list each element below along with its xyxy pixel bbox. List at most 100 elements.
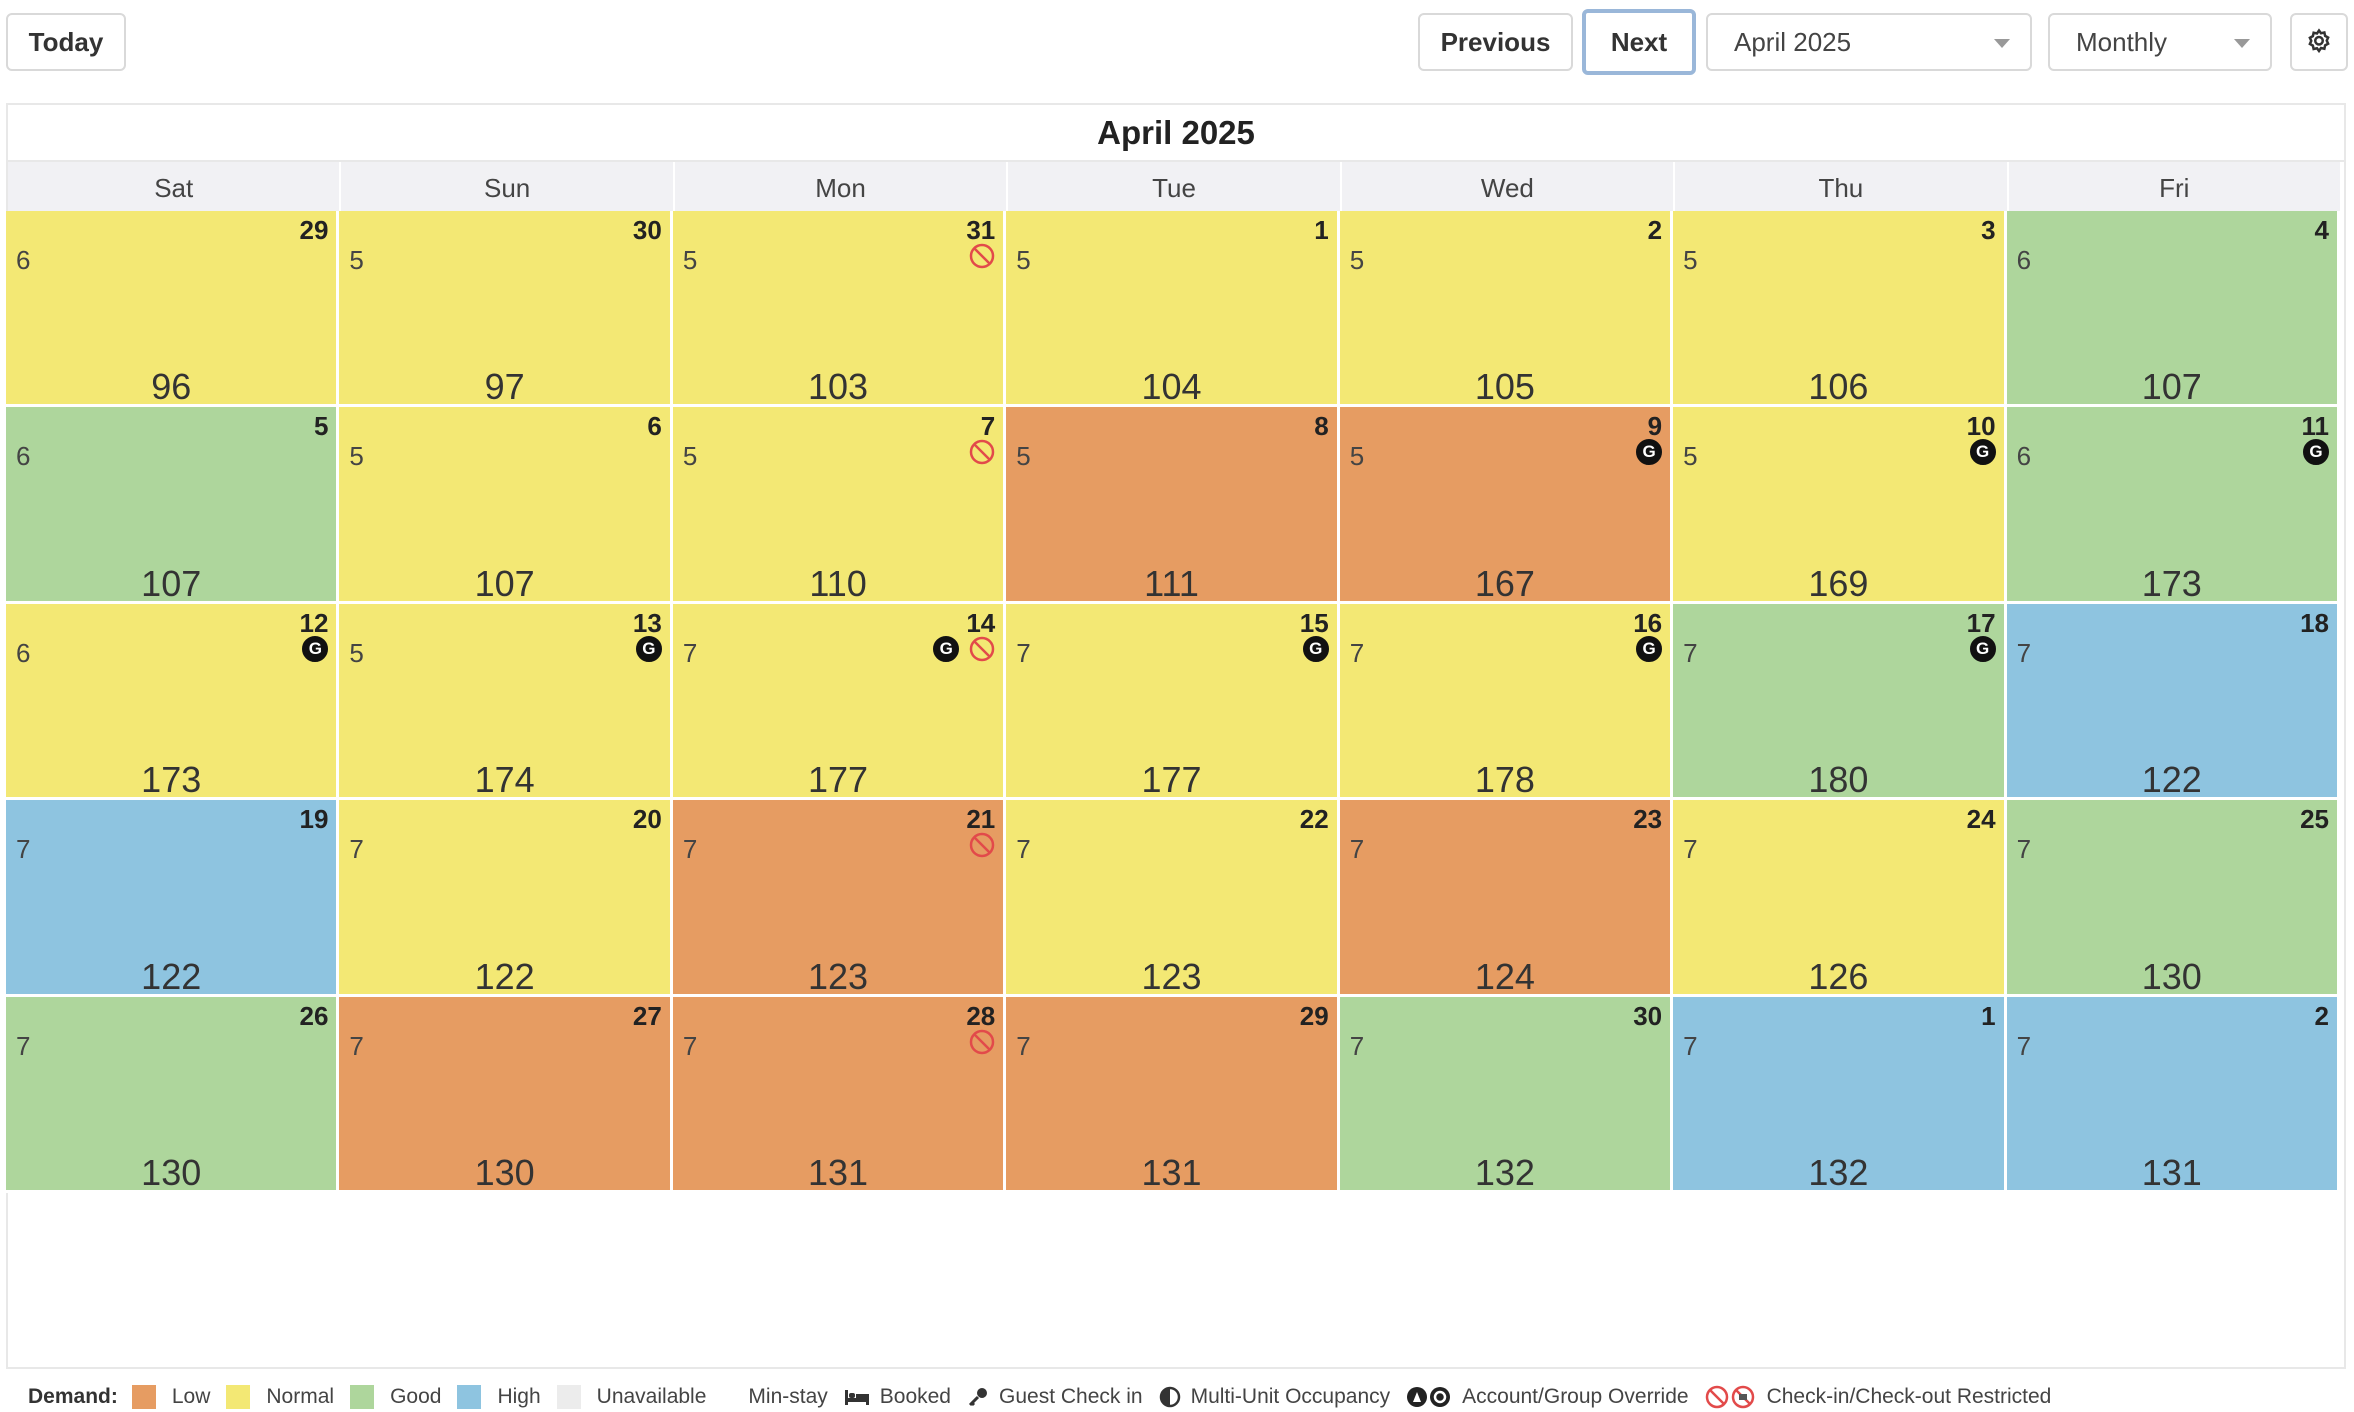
legend-swatch-high	[457, 1385, 482, 1409]
calendar-day-cell[interactable]: 5 6 107	[6, 407, 340, 604]
calendar-day-cell[interactable]: 17 7 G 180	[1673, 603, 2007, 801]
calendar-grid: 29 6 96 30 5 97 31 5 103 1 5 104 2 5 105 3 5 106 4 6 107 5 6 10…	[6, 211, 2340, 1193]
day-number: 3	[1981, 215, 1996, 245]
today-button[interactable]: Today	[6, 13, 126, 71]
min-stay: 7	[1683, 1031, 1716, 1062]
day-price: 169	[1808, 562, 1869, 604]
moon-icon	[370, 449, 379, 466]
min-stay-value: 5	[1016, 441, 1031, 472]
calendar-day-cell[interactable]: 7 5 110	[672, 407, 1007, 604]
calendar-day-cell[interactable]: 18 7 122	[2006, 603, 2340, 801]
moon-icon	[1037, 842, 1046, 859]
min-stay: 6	[2017, 245, 2050, 276]
day-number: 8	[1314, 411, 1329, 442]
moon-icon	[2038, 449, 2047, 466]
min-stay: 7	[1016, 834, 1049, 865]
min-stay: 7	[683, 834, 716, 865]
min-stay-value: 6	[16, 245, 31, 275]
calendar-day-cell[interactable]: 22 7 123	[1006, 800, 1340, 997]
min-stay-value: 5	[682, 245, 698, 275]
calendar-day-cell[interactable]: 21 7 123	[672, 800, 1007, 997]
calendar-day-cell[interactable]: 20 7 122	[339, 800, 673, 997]
legend-high: High	[497, 1385, 541, 1408]
min-stay: 6	[16, 441, 49, 472]
day-price: 173	[141, 759, 202, 801]
legend-title: Demand:	[28, 1385, 118, 1408]
calendar-day-cell[interactable]: 23 7 124	[1339, 800, 1674, 997]
calendar-day-cell[interactable]: 13 5 G 174	[339, 603, 673, 801]
min-stay-value: 7	[1349, 834, 1365, 865]
moon-icon	[704, 253, 713, 269]
day-price: 131	[808, 1151, 869, 1193]
min-stay: 7	[1350, 834, 1383, 865]
moon-icon	[1371, 842, 1380, 859]
legend-unavailable: Unavailable	[596, 1385, 707, 1408]
legend-swatch-unavailable	[556, 1385, 581, 1409]
calendar-day-cell[interactable]: 10 5 G 169	[1673, 407, 2007, 604]
moon-icon	[370, 1038, 379, 1055]
calendar-day-cell[interactable]: 30 5 97	[339, 211, 673, 408]
calendar-day-cell[interactable]: 24 7 126	[1673, 800, 2007, 997]
weekday-header: Mon	[674, 162, 1009, 214]
calendar-day-cell[interactable]: 25 7 130	[2006, 800, 2340, 997]
override-badge-icons	[1406, 1386, 1452, 1408]
weekday-header: Wed	[1341, 162, 1676, 214]
calendar-day-cell[interactable]: 11 6 G 173	[2006, 407, 2340, 604]
calendar-day-cell[interactable]: 30 7 132	[1339, 996, 1674, 1193]
calendar-day-cell[interactable]: 27 7 130	[339, 996, 673, 1193]
min-stay-value: 5	[349, 245, 364, 275]
min-stay: 5	[349, 638, 382, 669]
calendar-day-cell[interactable]: 12 6 G 173	[6, 603, 340, 801]
calendar-day-cell[interactable]: 26 7 130	[6, 996, 340, 1193]
calendar-day-cell[interactable]: 1 7 132	[1673, 996, 2007, 1193]
day-number: 11	[2301, 411, 2329, 442]
moon-icon	[37, 253, 46, 269]
calendar-day-cell[interactable]: 9 5 G 167	[1339, 407, 1674, 604]
day-price: 173	[2141, 562, 2202, 604]
moon-icon	[1371, 449, 1380, 466]
calendar-day-cell[interactable]: 29 6 96	[6, 211, 340, 408]
min-stay-value: 6	[2016, 441, 2032, 472]
day-number: 27	[632, 1000, 662, 1031]
min-stay-value: 6	[16, 637, 31, 668]
calendar-day-cell[interactable]: 28 7 131	[672, 996, 1007, 1193]
calendar-day-cell[interactable]: 8 5 111	[1006, 407, 1340, 604]
calendar-day-cell[interactable]: 6 5 107	[339, 407, 673, 604]
day-number: 22	[1299, 804, 1329, 835]
settings-button[interactable]	[2290, 13, 2348, 71]
calendar-day-cell[interactable]: 4 6 107	[2006, 211, 2340, 408]
calendar-day-cell[interactable]: 2 7 131	[2006, 996, 2340, 1193]
day-price: 107	[141, 562, 202, 604]
min-stay-value: 7	[1016, 637, 1031, 668]
day-number: 14	[966, 607, 996, 638]
min-stay: 5	[1016, 441, 1049, 472]
min-stay-value: 5	[349, 637, 364, 668]
next-button[interactable]: Next	[1582, 9, 1696, 75]
calendar-day-cell[interactable]: 16 7 G 178	[1339, 603, 1674, 801]
view-select[interactable]: Monthly	[2048, 13, 2272, 71]
calendar-day-cell[interactable]: 3 5 106	[1673, 211, 2007, 408]
moon-icon	[1371, 1038, 1380, 1055]
calendar-day-cell[interactable]: 31 5 103	[672, 211, 1007, 408]
calendar-day-cell[interactable]: 1 5 104	[1006, 211, 1340, 408]
month-select[interactable]: April 2025	[1706, 13, 2032, 71]
day-number: 18	[2300, 607, 2329, 638]
calendar-day-cell[interactable]: 15 7 G 177	[1006, 603, 1340, 801]
min-stay: 7	[349, 1031, 382, 1062]
min-stay: 7	[2017, 1031, 2050, 1062]
calendar-day-cell[interactable]: 19 7 122	[6, 800, 340, 997]
moon-icon	[2038, 842, 2047, 859]
min-stay-value: 7	[682, 834, 698, 865]
moon-icon	[370, 645, 379, 662]
weekday-header: Fri	[2008, 162, 2342, 214]
day-number: 2	[1647, 215, 1663, 245]
chevron-down-icon	[1994, 39, 2010, 48]
view-select-value: Monthly	[2076, 26, 2168, 57]
legend-low: Low	[171, 1385, 211, 1408]
calendar-day-cell[interactable]: 14 7 G 177	[672, 603, 1007, 801]
calendar-day-cell[interactable]: 29 7 131	[1006, 996, 1340, 1193]
calendar-day-cell[interactable]: 2 5 105	[1339, 211, 1674, 408]
previous-button[interactable]: Previous	[1418, 13, 1573, 71]
day-price: 103	[808, 366, 869, 408]
min-stay-value: 7	[1683, 637, 1698, 668]
